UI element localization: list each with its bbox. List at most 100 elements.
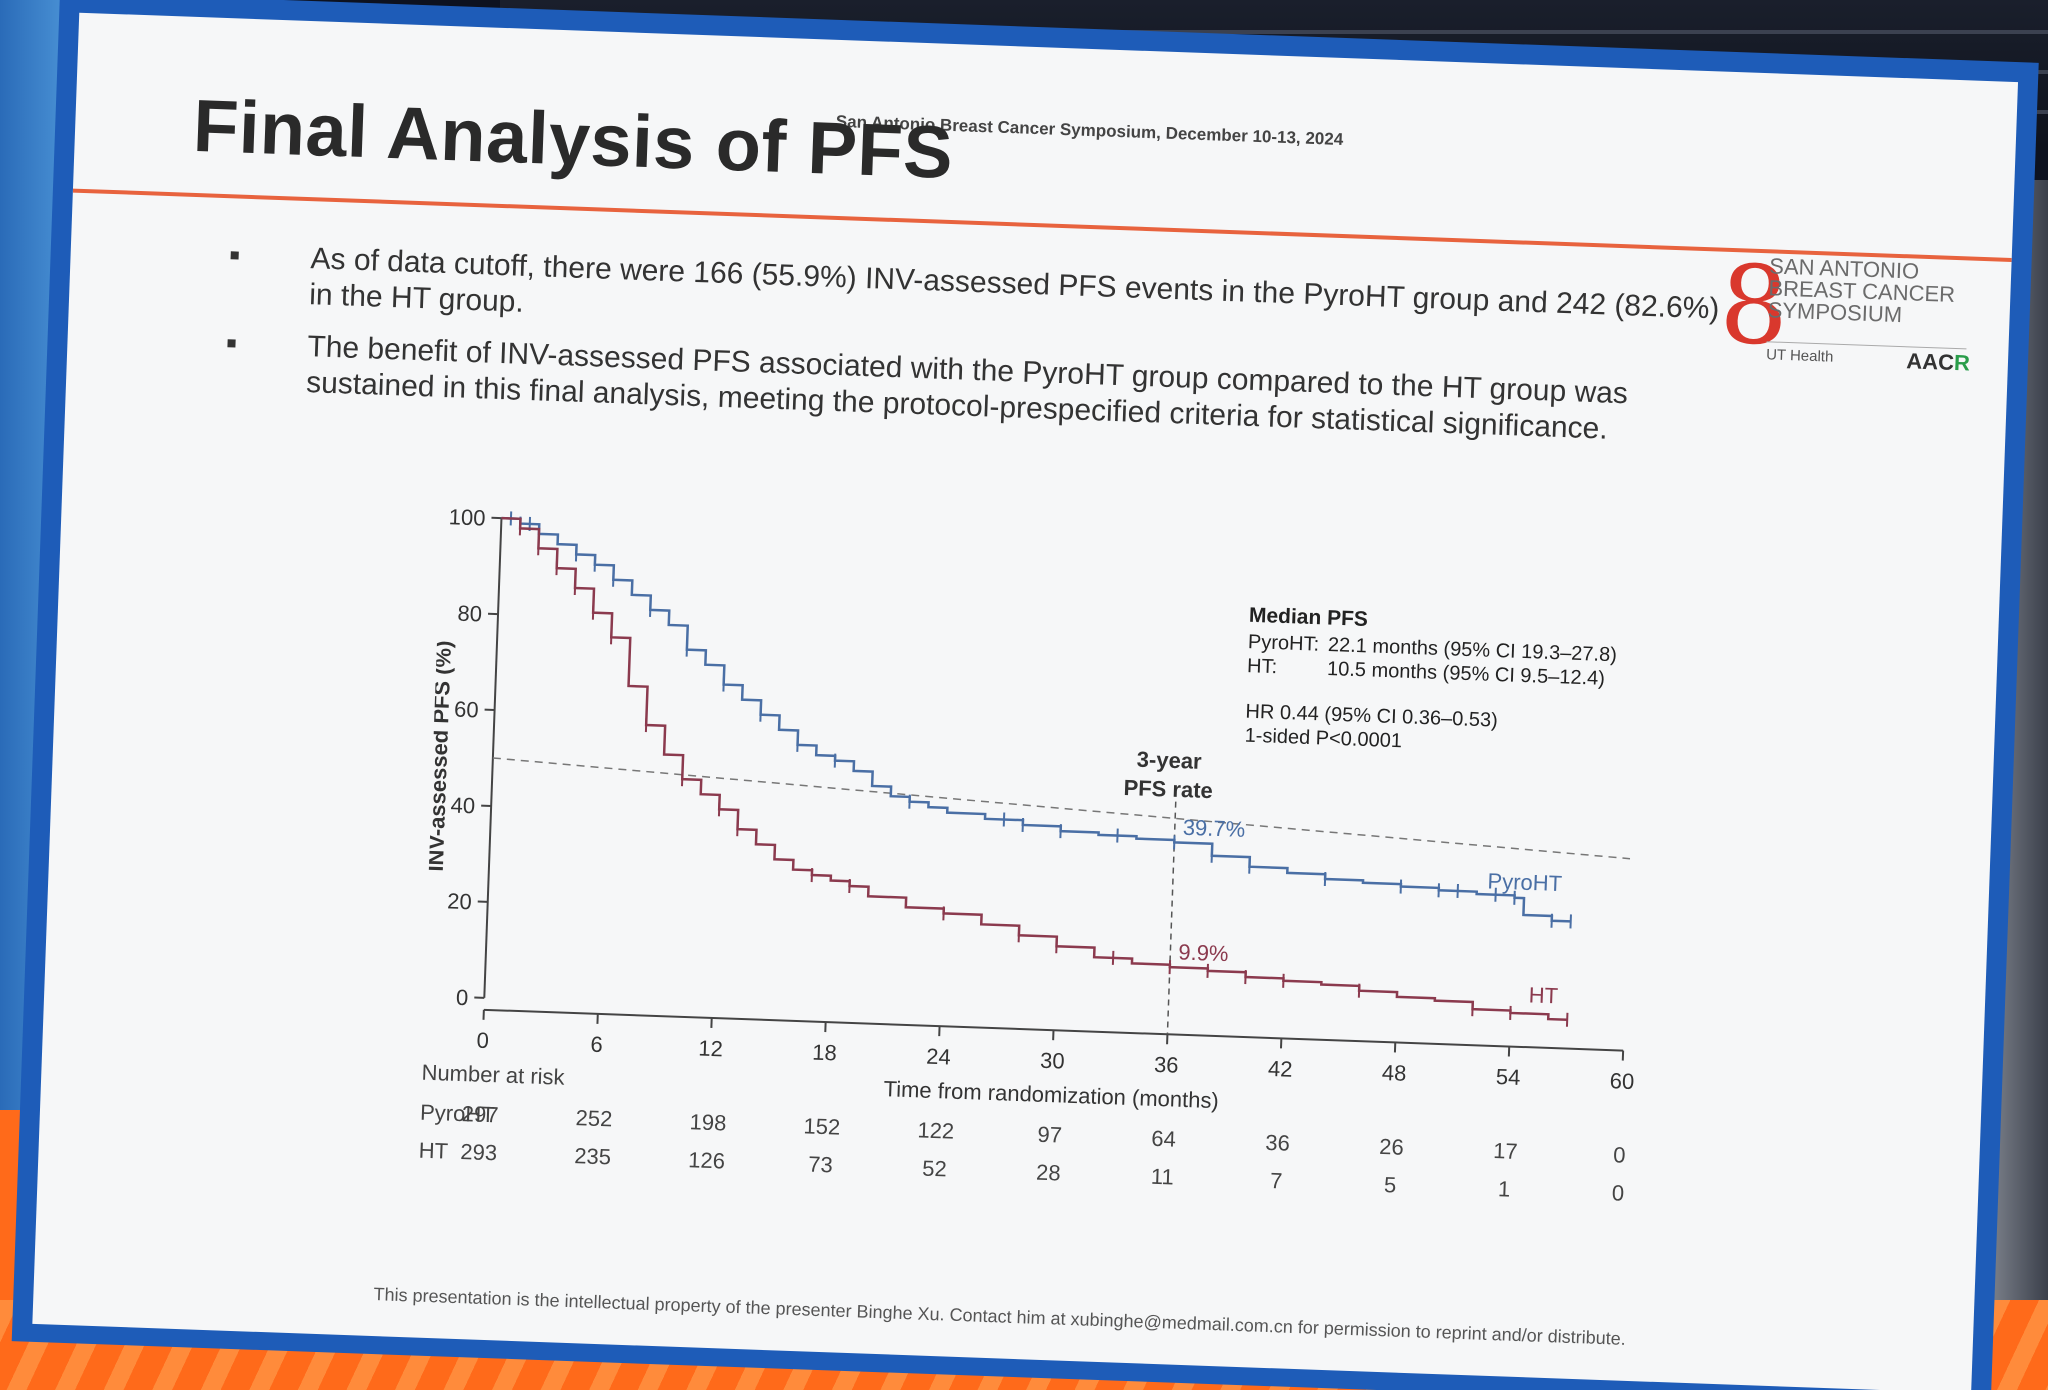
y-tick-label: 100	[448, 504, 486, 530]
censor-mark	[1210, 848, 1214, 863]
censor-mark	[537, 541, 540, 556]
risk-cell: 73	[808, 1152, 833, 1178]
risk-row-label: HT	[418, 1138, 448, 1164]
censor-mark	[1550, 913, 1553, 928]
risk-cell: 252	[575, 1105, 613, 1131]
censor-mark	[685, 642, 689, 657]
median-ht-label: HT:	[1247, 655, 1278, 678]
bullet-square-icon	[230, 251, 239, 260]
censor-mark	[644, 718, 648, 733]
logo-line-3: SYMPOSIUM	[1767, 297, 1903, 328]
censor-mark	[722, 677, 725, 692]
x-tick-label: 12	[698, 1036, 723, 1062]
bullet-text: As of data cutoff, there were 166 (55.9%…	[308, 242, 1720, 326]
censor-mark	[1357, 983, 1361, 998]
slide-title: Final Analysis of PFS	[191, 83, 955, 195]
risk-cell: 126	[688, 1147, 726, 1173]
censor-mark	[1017, 928, 1021, 943]
y-tick-label: 60	[454, 697, 479, 723]
censor-mark	[1471, 1002, 1474, 1017]
censor-mark	[1116, 828, 1119, 843]
series-line-ht	[501, 516, 1568, 1022]
censor-mark	[593, 557, 597, 572]
x-tick-label: 48	[1382, 1060, 1407, 1086]
risk-cell: 152	[803, 1113, 841, 1139]
sabcs-logo: 8 SAN ANTONIO BREAST CANCER SYMPOSIUM UT…	[1717, 243, 1982, 401]
censor-mark	[759, 707, 762, 722]
bullet-square-icon	[227, 339, 236, 348]
median-pyro-label: PyroHT:	[1248, 631, 1320, 656]
risk-cell: 1	[1498, 1176, 1511, 1201]
censor-mark	[612, 572, 615, 587]
censor-mark	[1282, 973, 1285, 988]
x-tick-label: 18	[812, 1040, 837, 1066]
censor-mark	[573, 580, 577, 596]
risk-cell: 52	[922, 1156, 947, 1182]
censor-mark	[717, 802, 721, 817]
censor-mark	[1248, 859, 1251, 874]
censor-mark	[1399, 879, 1403, 894]
risk-cell: 5	[1384, 1172, 1397, 1197]
censor-mark	[610, 630, 613, 645]
censor-mark	[810, 868, 814, 883]
censor-mark	[1565, 1012, 1569, 1027]
risk-row-label: PyroHT	[420, 1100, 495, 1128]
censor-mark	[796, 737, 799, 752]
risk-cell: 97	[1037, 1122, 1062, 1148]
x-tick-label: 54	[1495, 1064, 1520, 1090]
risk-cell: 293	[460, 1139, 498, 1165]
censor-mark	[1168, 960, 1172, 975]
landmark-label: 3-year	[1136, 747, 1202, 774]
censor-mark	[1206, 963, 1209, 978]
x-tick-label: 6	[590, 1032, 603, 1057]
x-tick-label: 36	[1154, 1052, 1179, 1078]
y-tick-label: 80	[457, 601, 482, 627]
x-tick-label: 60	[1609, 1068, 1634, 1094]
bullet-list: As of data cutoff, there were 166 (55.9%…	[225, 238, 1730, 468]
p-value: 1-sided P<0.0001	[1244, 725, 1402, 753]
censor-mark	[1111, 950, 1115, 965]
y-tick-label: 20	[447, 888, 472, 914]
censor-mark	[908, 794, 911, 809]
risk-table-title: Number at risk	[421, 1060, 566, 1090]
slide: San Antonio Breast Cancer Symposium, Dec…	[32, 12, 2019, 1390]
censor-mark	[1173, 835, 1176, 850]
partner-logo-aacr: AACR	[1905, 348, 1971, 376]
risk-cell: 17	[1493, 1138, 1518, 1164]
censor-mark	[1456, 883, 1459, 899]
censor-mark	[1244, 970, 1247, 985]
risk-cell: 0	[1611, 1180, 1624, 1205]
censor-mark	[848, 878, 851, 894]
median-header: Median PFS	[1249, 604, 1369, 631]
x-tick-label: 24	[926, 1044, 951, 1070]
censor-mark	[942, 906, 945, 921]
censor-mark	[680, 772, 684, 787]
risk-cell: 297	[461, 1101, 499, 1127]
censor-mark	[1323, 871, 1327, 887]
risk-cell: 28	[1036, 1160, 1061, 1186]
series-label: PyroHT	[1487, 868, 1562, 896]
censor-mark	[574, 547, 578, 562]
risk-cell: 0	[1613, 1142, 1626, 1167]
censor-mark	[555, 561, 558, 576]
risk-cell: 7	[1270, 1168, 1283, 1193]
landmark-label: PFS rate	[1123, 775, 1213, 803]
x-tick-label: 0	[476, 1028, 489, 1053]
censor-mark	[518, 521, 522, 536]
risk-cell: 11	[1150, 1164, 1174, 1190]
censor-mark	[649, 602, 652, 617]
censor-mark	[833, 753, 837, 768]
censor-mark	[1569, 914, 1572, 929]
censor-mark	[1059, 824, 1062, 839]
projection-screen: San Antonio Breast Cancer Symposium, Dec…	[11, 0, 2039, 1390]
y-tick-label: 0	[456, 985, 469, 1010]
x-axis-label: Time from randomization (months)	[883, 1076, 1219, 1113]
y-tick-label: 40	[450, 793, 475, 819]
x-tick-label: 30	[1040, 1048, 1065, 1074]
series-line-pyroht	[501, 516, 1571, 923]
censor-mark	[1055, 939, 1058, 954]
censor-mark	[1002, 812, 1006, 827]
censor-mark	[1509, 1005, 1512, 1020]
